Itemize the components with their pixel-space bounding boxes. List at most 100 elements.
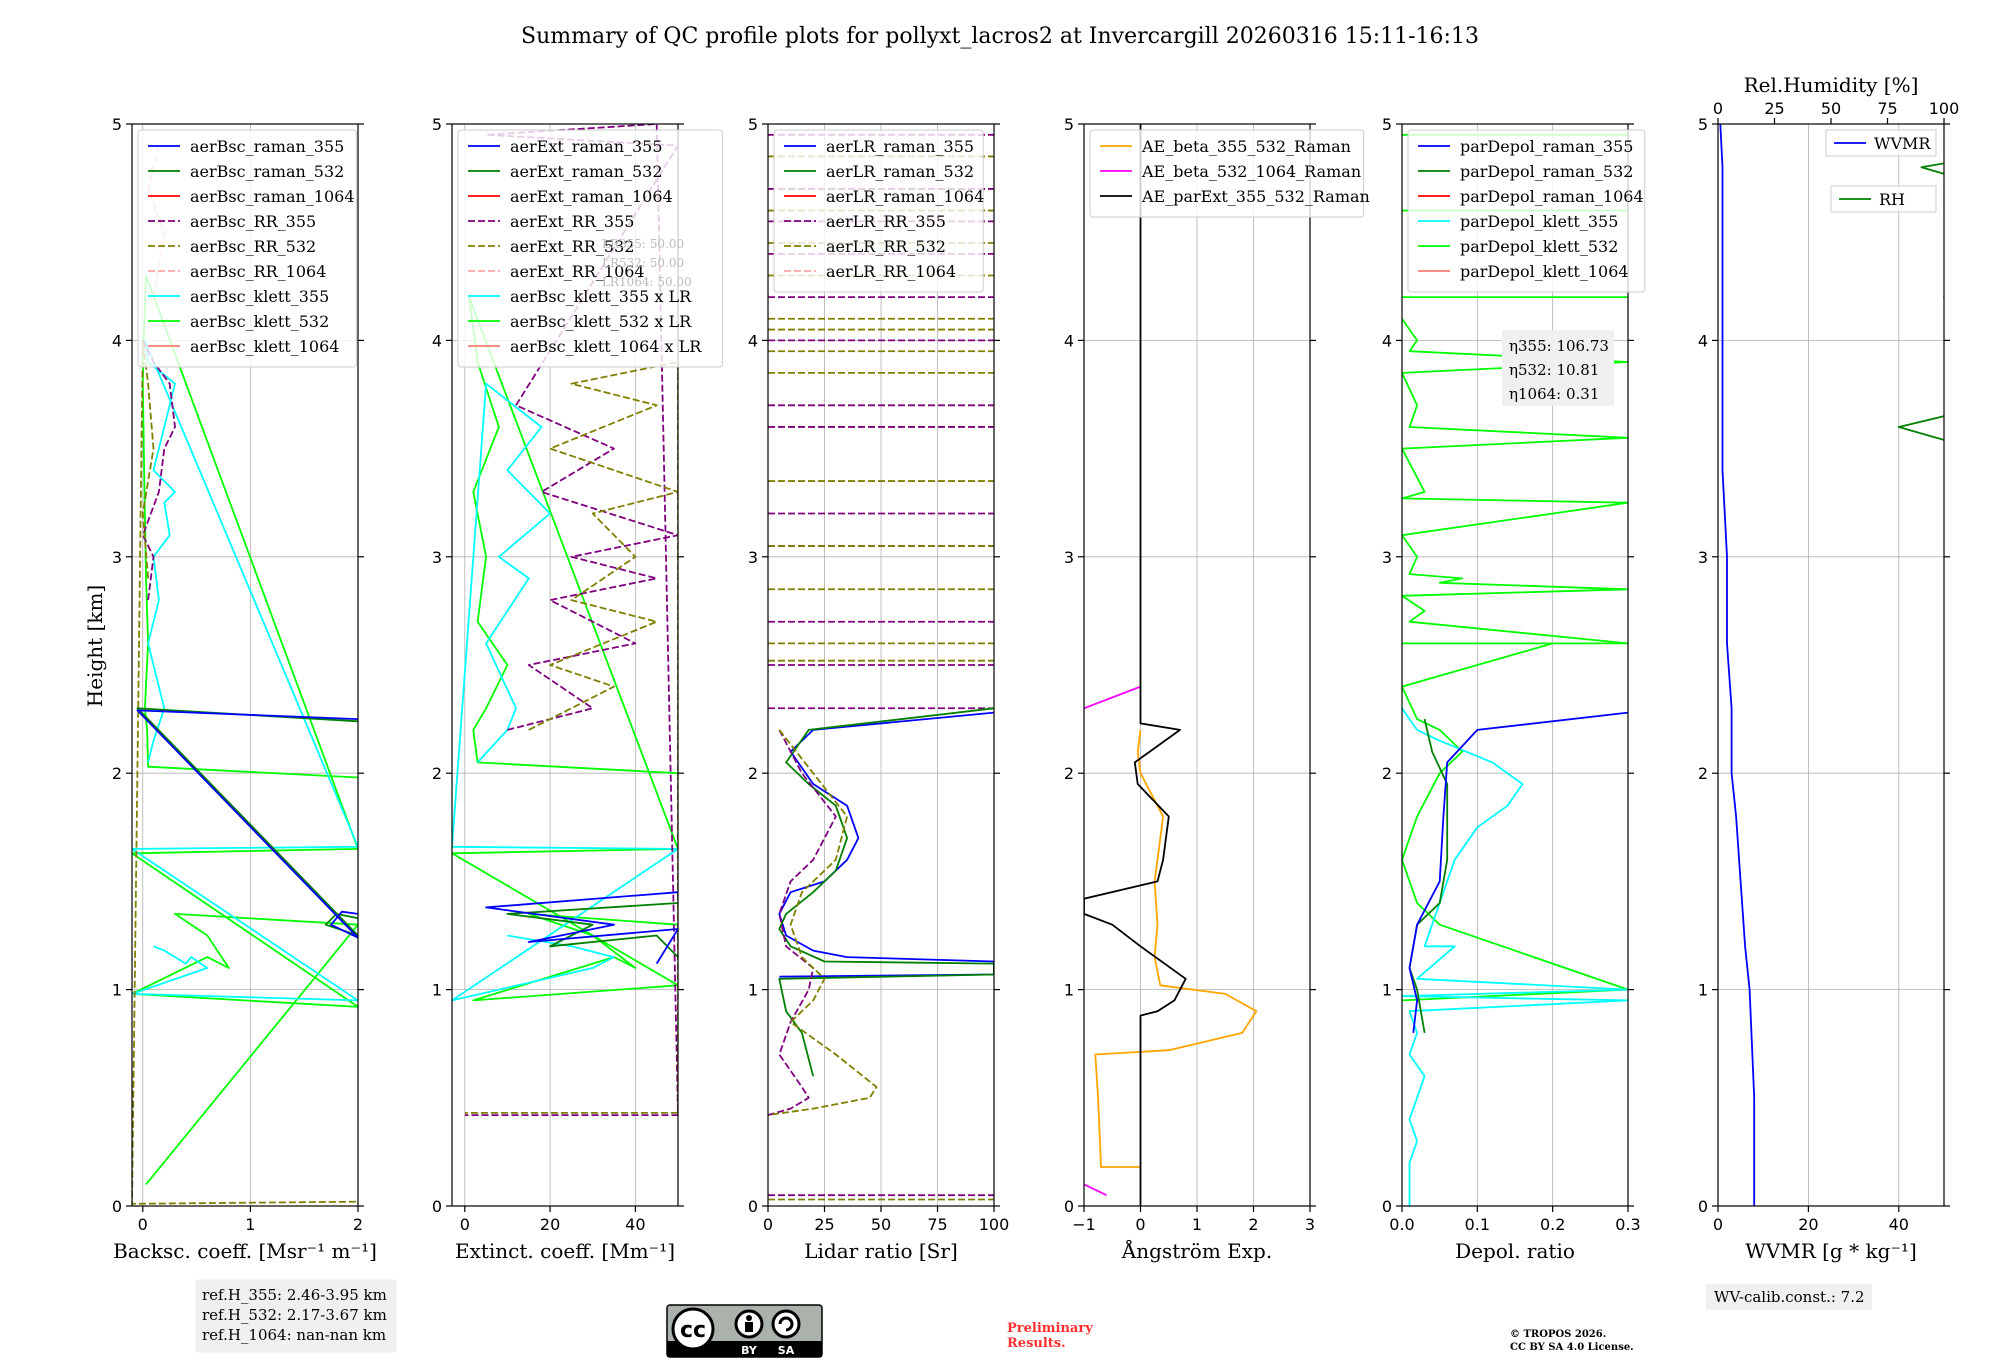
lr-annotation: LR355: 50.00 LR532: 50.00 LR1064: 50.00	[602, 237, 692, 289]
legend-label: aerBsc_klett_532	[190, 312, 329, 331]
legend-label: aerBsc_raman_532	[190, 162, 344, 181]
x-tick-label: 0	[1713, 1215, 1723, 1234]
x-tick-label: 0.0	[1389, 1215, 1414, 1234]
ref-line-355: ref.H_355: 2.46-3.95 km	[202, 1286, 387, 1304]
legend-label: aerBsc_RR_1064	[190, 262, 326, 281]
legend-label: RH	[1879, 190, 1905, 209]
y-tick-label: 2	[1382, 764, 1392, 783]
x-axis-label: Ångström Exp.	[1121, 1238, 1272, 1263]
plot-area-depol	[1402, 133, 1628, 1206]
series-pardepol-klett-355	[1402, 707, 1628, 1206]
x-axis-label: WVMR [g * kg⁻¹]	[1745, 1239, 1917, 1263]
top-x-tick-label: 75	[1877, 99, 1897, 118]
series-ae-beta-532-1064-raman	[1084, 1183, 1107, 1197]
axes-frame	[131, 123, 359, 1207]
legend-label: parDepol_raman_355	[1460, 137, 1633, 156]
lr-annotation-line: LR1064: 50.00	[602, 275, 692, 289]
by-text: BY	[741, 1344, 758, 1357]
y-tick-label: 2	[748, 764, 758, 783]
y-tick-label: 1	[432, 981, 442, 1000]
y-tick-label: 5	[1382, 115, 1392, 134]
y-tick-label: 0	[112, 1197, 122, 1216]
legend-label: aerBsc_RR_532	[190, 237, 316, 256]
legend-label: aerExt_RR_355	[510, 212, 634, 231]
legend-label: aerLR_RR_355	[826, 212, 946, 231]
legend-ae: AE_beta_355_532_Raman AE_beta_532_1064_Ra…	[1089, 129, 1370, 218]
y-tick-label: 0	[748, 1197, 758, 1216]
y-tick-label: 1	[1382, 981, 1392, 1000]
y-tick-label: 2	[112, 764, 122, 783]
x-tick-label: 2	[353, 1215, 363, 1234]
y-tick-label: 5	[112, 115, 122, 134]
legend-label: aerExt_RR_532	[510, 237, 634, 256]
lr-annotation-line: LR355: 50.00	[602, 237, 684, 251]
legend-label: aerBsc_raman_1064	[190, 187, 355, 206]
series-ae-beta-355-532-raman	[1094, 729, 1258, 1168]
plot-area-ae	[1084, 124, 1258, 1206]
preliminary-label: Preliminary	[1007, 1321, 1093, 1336]
panel-depol: 0.0 0.1 0.2 0.3 0 1 2 3 4 5 Depol. ratio parDepol_r…	[1382, 115, 1646, 1263]
y-tick-label: 4	[112, 331, 122, 350]
legend-label: aerLR_raman_532	[826, 162, 974, 181]
series-ae-beta-532-1064-raman	[1084, 685, 1141, 710]
cc-badge-text: cc	[680, 1318, 706, 1343]
y-axis-label: Height [km]	[83, 585, 107, 707]
legend-depol: parDepol_raman_355 parDepol_raman_532 parD…	[1407, 129, 1646, 293]
legend-label: aerExt_raman_1064	[510, 187, 673, 206]
series-aerext-rr-355	[464, 124, 678, 1116]
series-aerbsc-raman-532	[136, 707, 358, 937]
series-aerbsc-rr-355	[141, 340, 176, 601]
legend-ext: aerExt_raman_355 aerExt_raman_532 aerExt_r…	[457, 129, 723, 368]
series-pardepol-raman-355	[1408, 711, 1628, 1034]
reference-height-box: ref.H_355: 2.46-3.95 km ref.H_532: 2.17-…	[195, 1279, 397, 1353]
x-tick-label: 20	[1798, 1215, 1818, 1234]
plot-area-wv	[1719, 124, 1944, 1206]
cc-by-sa-badge: cc BY SA	[666, 1304, 823, 1358]
x-tick-label: 1	[1192, 1215, 1202, 1234]
series-wvmr	[1719, 124, 1756, 1206]
legend-label: AE_parExt_355_532_Raman	[1141, 187, 1370, 206]
series-pardepol-raman-532	[1408, 718, 1449, 1034]
eta-box-bg	[1502, 330, 1614, 406]
series-rh	[1897, 162, 1944, 441]
y-tick-label: 5	[1064, 115, 1074, 134]
plot-area-bsc	[132, 145, 358, 1205]
legend-label: WVMR	[1874, 134, 1931, 153]
series-aerbsc-rr-532	[132, 339, 358, 1205]
legend-box	[1407, 129, 1646, 293]
legend-label: aerLR_raman_1064	[826, 187, 984, 206]
y-tick-label: 3	[1064, 548, 1074, 567]
panel-ext: 0 20 40 0 1 2 3 4 5 Extinct. coeff. [Mm⁻¹] aerExt_…	[432, 115, 723, 1263]
y-tick-label: 3	[1698, 548, 1708, 567]
legend-label: aerBsc_klett_1064 x LR	[510, 337, 702, 356]
y-tick-label: 1	[1698, 981, 1708, 1000]
results-label: Results.	[1007, 1336, 1066, 1351]
y-tick-label: 0	[432, 1197, 442, 1216]
series-aerbsc-raman-355	[136, 709, 358, 939]
legend-label: aerLR_RR_1064	[826, 262, 956, 281]
x-tick-label: 0	[1135, 1215, 1145, 1234]
eta-line: η1064: 0.31	[1509, 385, 1599, 403]
legend-label: parDepol_raman_532	[1460, 162, 1633, 181]
sa-icon	[771, 1309, 801, 1339]
series-pardepol-klett-532	[1402, 318, 1628, 1002]
series-aerlr-raman-532	[778, 707, 994, 1077]
x-tick-label: 0.3	[1615, 1215, 1640, 1234]
legend-label: AE_beta_355_532_Raman	[1141, 137, 1351, 156]
x-tick-label: 3	[1305, 1215, 1315, 1234]
legend-label: aerExt_raman_532	[510, 162, 663, 181]
y-tick-label: 2	[432, 764, 442, 783]
axes-frame	[1401, 123, 1629, 1207]
y-tick-label: 2	[1064, 764, 1074, 783]
wv-calib-box: WV-calib.const.: 7.2	[1706, 1284, 1872, 1310]
legend-label: aerBsc_klett_532 x LR	[510, 312, 692, 331]
y-tick-label: 1	[112, 981, 122, 1000]
x-tick-label: 0	[138, 1215, 148, 1234]
top-x-tick-label: 25	[1764, 99, 1784, 118]
y-tick-label: 1	[748, 981, 758, 1000]
legend-label: aerLR_RR_532	[826, 237, 946, 256]
x-tick-label: 100	[979, 1215, 1010, 1234]
x-tick-label: 75	[927, 1215, 947, 1234]
x-tick-label: 1	[245, 1215, 255, 1234]
